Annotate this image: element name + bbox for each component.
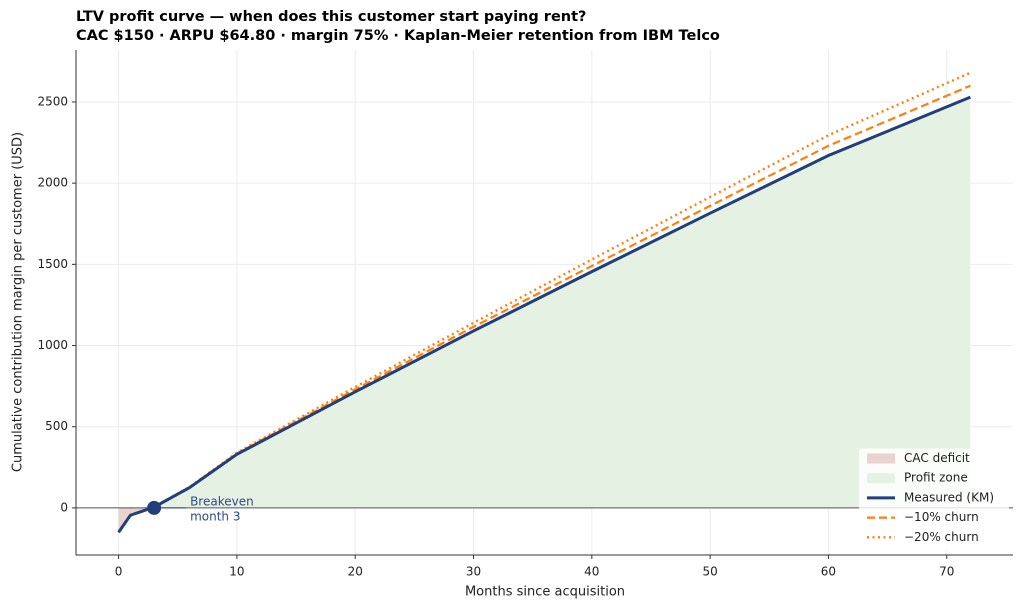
- series-line: [117, 71, 971, 533]
- x-tick-label: 50: [702, 565, 717, 579]
- y-axis-label: Cumulative contribution margin per custo…: [11, 132, 26, 472]
- y-tick-label: 0: [60, 500, 68, 514]
- profit-zone-area: [151, 97, 971, 508]
- x-tick-label: 30: [466, 565, 481, 579]
- x-tick-label: 60: [821, 565, 836, 579]
- legend-swatch: [867, 473, 895, 484]
- annotation-text: Breakeven: [190, 494, 254, 508]
- y-tick-label: 1000: [37, 338, 68, 352]
- x-tick-label: 20: [348, 565, 363, 579]
- legend-swatch: [867, 453, 895, 464]
- legend-label: −20% churn: [904, 530, 979, 544]
- chart-subtitle: CAC $150 · ARPU $64.80 · margin 75% · Ka…: [76, 28, 720, 44]
- legend-box: [859, 448, 1009, 551]
- chart-title: LTV profit curve — when does this custom…: [76, 9, 586, 25]
- annotation-text: month 3: [190, 509, 240, 523]
- y-tick-label: 2000: [37, 176, 68, 190]
- legend-label: Measured (KM): [904, 490, 994, 504]
- x-tick-label: 10: [229, 565, 244, 579]
- x-tick-label: 70: [939, 565, 954, 579]
- x-tick-label: 0: [115, 565, 123, 579]
- y-tick-label: 2500: [37, 94, 68, 108]
- legend-label: −10% churn: [904, 510, 979, 524]
- y-tick-label: 500: [45, 419, 68, 433]
- y-tick-label: 1500: [37, 257, 68, 271]
- x-tick-label: 40: [584, 565, 599, 579]
- breakeven-marker: [147, 500, 162, 515]
- series-line: [117, 95, 971, 534]
- legend-label: CAC deficit: [904, 451, 970, 465]
- x-axis-label: Months since acquisition: [465, 585, 625, 600]
- legend-label: Profit zone: [904, 471, 968, 485]
